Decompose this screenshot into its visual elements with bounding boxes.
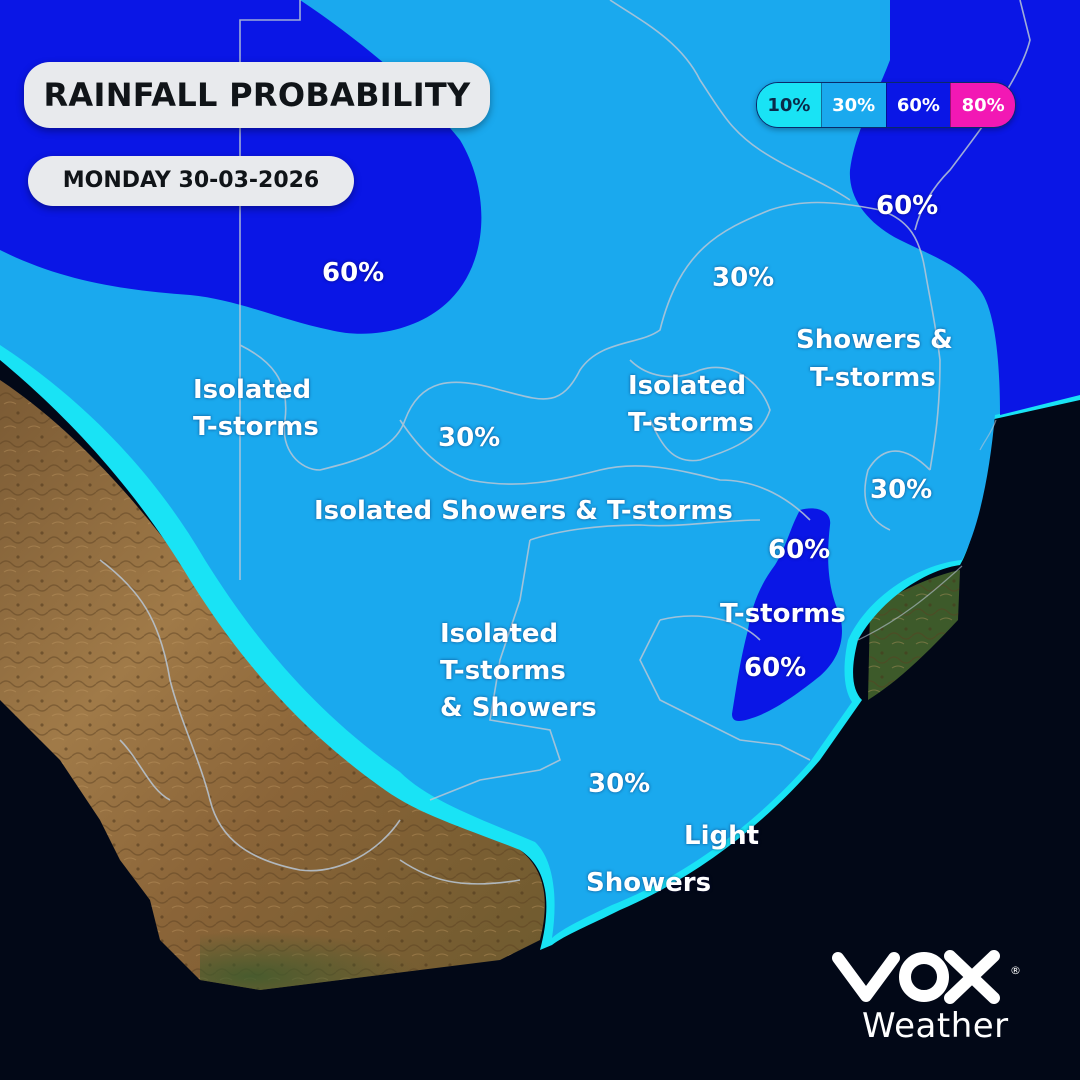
vox-logo-icon xyxy=(832,950,1000,1004)
label-east-30: 30% xyxy=(870,475,933,505)
label-ne-showers-1: Showers & xyxy=(796,325,953,355)
label-nw-isolated-1: Isolated xyxy=(193,375,312,405)
label-nw-60: 60% xyxy=(322,258,385,288)
label-south-30: 30% xyxy=(588,769,651,799)
probability-60-kzn xyxy=(732,508,842,721)
legend-item-60: 60% xyxy=(885,83,951,127)
coastline xyxy=(857,419,997,641)
logo-wordmark: Weather xyxy=(862,1006,1009,1046)
land-southwest-green xyxy=(200,900,540,990)
country-borders xyxy=(99,0,1031,885)
label-central-isolated-2: T-storms xyxy=(628,408,754,438)
legend-item-30: 30% xyxy=(820,83,886,127)
label-light-1: Light xyxy=(684,821,760,851)
vox-weather-logo: ® Weather xyxy=(832,940,1032,1050)
label-kzn-60-bottom: 60% xyxy=(744,653,807,683)
label-light-2: Showers xyxy=(586,868,712,898)
label-central-band: Isolated Showers & T-storms xyxy=(314,496,733,526)
label-nw-isolated-2: T-storms xyxy=(193,412,319,442)
map-title: RAINFALL PROBABILITY xyxy=(24,62,490,128)
land-southeast-texture xyxy=(868,570,960,700)
legend-item-10: 10% xyxy=(757,83,821,127)
label-ne-60: 60% xyxy=(876,191,939,221)
label-south-isolated-3: & Showers xyxy=(440,693,597,723)
label-central-30: 30% xyxy=(438,423,501,453)
label-kzn-60-top: 60% xyxy=(768,535,831,565)
probability-legend: 10% 30% 60% 80% xyxy=(756,82,1016,128)
label-south-isolated-1: Isolated xyxy=(440,619,559,649)
label-kzn-tstorms: T-storms xyxy=(720,599,846,629)
label-ne-showers-2: T-storms xyxy=(810,363,936,393)
label-central-isolated-1: Isolated xyxy=(628,371,747,401)
forecast-date: MONDAY 30-03-2026 xyxy=(28,156,354,206)
registered-mark: ® xyxy=(1010,964,1021,977)
legend-item-80: 80% xyxy=(950,83,1015,127)
label-north-30: 30% xyxy=(712,263,775,293)
label-south-isolated-2: T-storms xyxy=(440,656,566,686)
